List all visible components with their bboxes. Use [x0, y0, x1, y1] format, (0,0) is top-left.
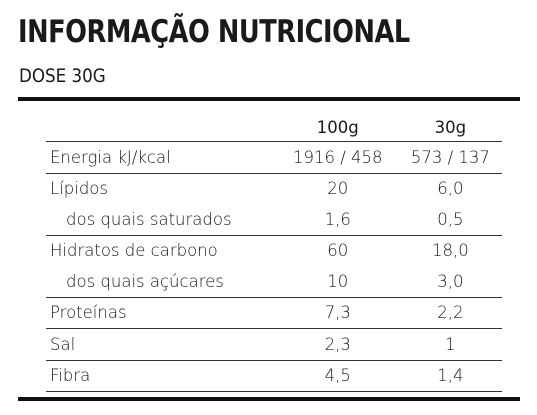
row-label: Sal: [50, 334, 76, 354]
row-label: Proteínas: [50, 303, 127, 323]
value-per-30g: 18,0: [432, 241, 469, 261]
value-per-100g: 7,3: [324, 303, 351, 323]
column-header-label: [46, 113, 277, 142]
row-label: Fibra: [50, 366, 91, 386]
row-label: Hidratos de carbono: [50, 241, 218, 261]
value-per-30g: 1: [445, 334, 456, 354]
nutrition-table: 100g 30g Energia kJ/kcal 1916 / 458 573 …: [46, 113, 502, 392]
row-label: Energia kJ/kcal: [50, 147, 171, 167]
page-title: INFORMAÇÃO NUTRICIONAL: [18, 14, 410, 50]
value-per-100g: 2,3: [324, 334, 351, 354]
table-row: Hidratos de carbono 60 18,0: [46, 235, 502, 266]
table-row: Lípidos 20 6,0: [46, 173, 502, 204]
column-header-30g: 30g: [434, 117, 467, 137]
row-label: dos quais açúcares: [66, 271, 224, 291]
bottom-divider: [18, 397, 520, 401]
value-per-30g: 2,2: [437, 303, 464, 323]
serving-size-subtitle: DOSE 30G: [19, 65, 106, 87]
value-per-30g: 3,0: [437, 271, 464, 291]
value-per-30g: 573 / 137: [410, 147, 490, 167]
table-header-row: 100g 30g: [46, 113, 502, 142]
value-per-100g: 1,6: [324, 209, 351, 229]
value-per-30g: 1,4: [437, 366, 464, 386]
value-per-100g: 10: [327, 271, 349, 291]
value-per-30g: 0,5: [437, 209, 464, 229]
table-row: dos quais açúcares 10 3,0: [46, 266, 502, 297]
row-label: Lípidos: [50, 179, 108, 199]
value-per-100g: 20: [327, 179, 349, 199]
table-row: Fibra 4,5 1,4: [46, 360, 502, 392]
table-row: Sal 2,3 1: [46, 328, 502, 361]
table-row: Energia kJ/kcal 1916 / 458 573 / 137: [46, 141, 502, 174]
table-row: Proteínas 7,3 2,2: [46, 297, 502, 329]
column-header-100g: 100g: [316, 117, 359, 137]
row-label: dos quais saturados: [66, 209, 232, 229]
value-per-100g: 1916 / 458: [292, 147, 383, 167]
value-per-100g: 60: [327, 241, 349, 261]
value-per-30g: 6,0: [437, 179, 464, 199]
table-row: dos quais saturados 1,6 0,5: [46, 204, 502, 235]
value-per-100g: 4,5: [324, 366, 351, 386]
top-divider: [18, 97, 520, 101]
